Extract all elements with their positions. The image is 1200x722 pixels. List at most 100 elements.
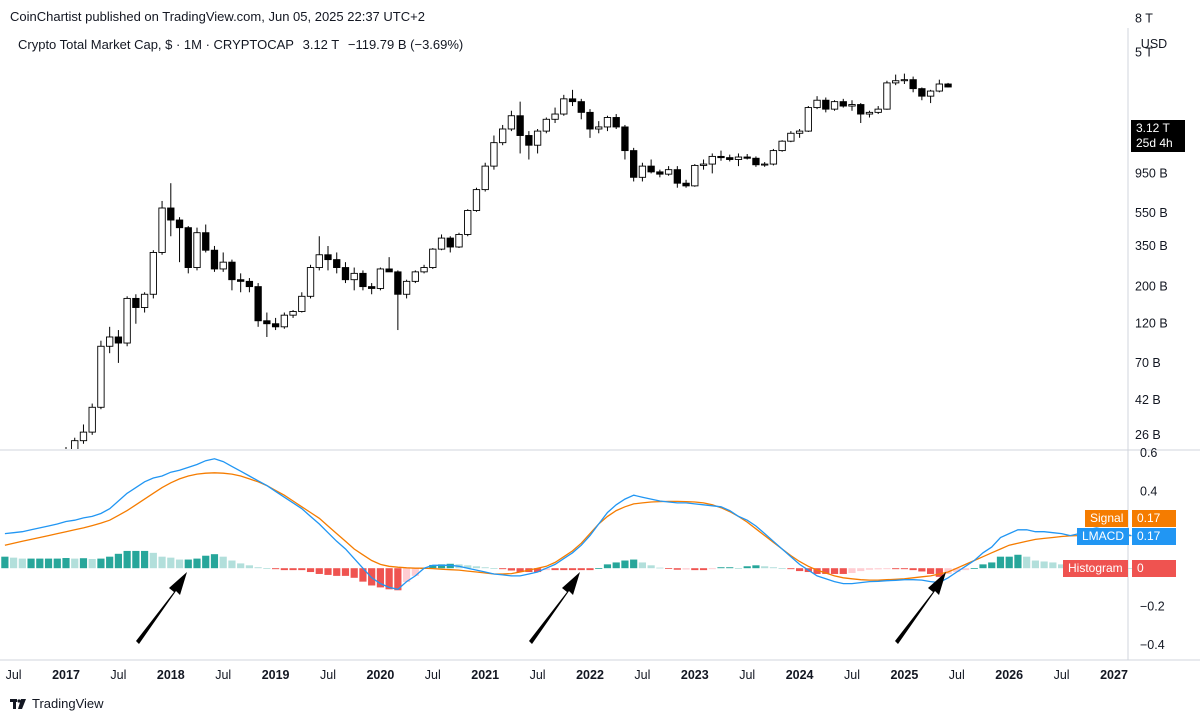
year-label: 2021 xyxy=(471,668,499,682)
candle xyxy=(376,267,385,291)
candle xyxy=(926,89,935,104)
candle xyxy=(71,437,79,449)
candle-body xyxy=(219,261,227,270)
histogram-bar xyxy=(970,568,978,569)
year-label: 2023 xyxy=(681,668,709,682)
histogram-bar xyxy=(411,568,419,576)
candle-body xyxy=(935,83,943,92)
candle xyxy=(909,76,917,93)
candle xyxy=(254,283,262,327)
candle xyxy=(673,166,681,188)
candlestick-series[interactable] xyxy=(54,73,952,491)
macd-axis[interactable]: 0.6 0.4 −0.2 −0.4 xyxy=(1140,446,1165,652)
histogram-bar xyxy=(499,568,507,570)
candle-body xyxy=(560,98,568,115)
candle-body xyxy=(691,164,699,187)
histogram-bar xyxy=(53,558,61,569)
histogram-bar xyxy=(1127,568,1136,569)
candle xyxy=(472,187,481,212)
month-label: Jul xyxy=(739,668,755,682)
histogram-bar xyxy=(263,568,271,569)
candle-body xyxy=(630,150,638,178)
histogram-bar xyxy=(359,568,367,582)
signal-name-tag[interactable]: Signal xyxy=(1085,510,1129,527)
candle-body xyxy=(909,79,917,90)
histogram-bar xyxy=(857,568,865,572)
candle-body xyxy=(149,252,157,295)
histogram-bar xyxy=(1031,560,1039,569)
histogram-bar xyxy=(638,562,646,569)
candle-body xyxy=(464,210,472,235)
histogram-bar xyxy=(27,558,35,569)
candle xyxy=(132,294,140,324)
candle-body xyxy=(778,140,786,152)
candle xyxy=(787,131,795,143)
histogram-bar xyxy=(193,558,201,569)
arrow-2025 xyxy=(895,572,946,644)
histogram-bar xyxy=(333,568,341,576)
histogram-bar xyxy=(918,568,926,572)
histogram-bar xyxy=(507,568,515,571)
currency-label[interactable]: USD xyxy=(1141,37,1167,51)
candle xyxy=(621,124,629,160)
candle xyxy=(865,110,874,118)
candle-body xyxy=(743,156,751,159)
histogram-name-tag[interactable]: Histogram xyxy=(1063,560,1128,577)
histogram-bar xyxy=(647,565,655,569)
candle xyxy=(420,264,428,274)
candle xyxy=(682,179,690,188)
candle xyxy=(918,87,926,101)
candle xyxy=(883,80,891,110)
candle-body xyxy=(533,130,542,146)
price-tick-label: 200 B xyxy=(1135,280,1168,294)
last-price-tag[interactable]: 3.12 T 25d 4h xyxy=(1131,120,1185,152)
candle-body xyxy=(254,286,262,322)
annotation-arrows xyxy=(136,572,946,644)
histogram-bar xyxy=(429,564,437,569)
histogram-bar xyxy=(324,568,332,575)
tradingview-brand[interactable]: TradingView xyxy=(10,696,104,711)
histogram-bar xyxy=(376,568,384,588)
candle xyxy=(638,162,647,182)
year-label: 2018 xyxy=(157,668,185,682)
candle xyxy=(455,232,463,249)
candle xyxy=(210,245,219,272)
candle xyxy=(804,106,812,132)
candle xyxy=(289,309,297,318)
candle xyxy=(271,317,280,331)
candle xyxy=(79,424,88,444)
histogram-bar xyxy=(603,564,612,569)
candle xyxy=(298,292,306,313)
candle-body xyxy=(175,219,184,229)
time-axis[interactable]: Jul 2017 Jul 2018 Jul 2019 Jul 2020 Jul 2021 Jul 20… xyxy=(6,668,1128,682)
histogram-bar xyxy=(306,568,315,573)
candle-body xyxy=(184,227,192,268)
lmacd-name-tag[interactable]: LMACD xyxy=(1077,528,1130,545)
histogram-bar xyxy=(437,564,446,569)
tradingview-logo-icon xyxy=(10,698,26,709)
histogram-bar xyxy=(682,568,690,570)
candle xyxy=(490,135,498,170)
histogram-bar xyxy=(237,563,245,569)
symbol-description[interactable]: Crypto Total Market Cap, $ · 1M · CRYPTO… xyxy=(18,37,294,52)
candle-body xyxy=(577,101,585,113)
histogram-bar xyxy=(927,568,935,574)
month-label: Jul xyxy=(6,668,22,682)
candle xyxy=(184,226,192,274)
candle xyxy=(533,128,542,154)
candle xyxy=(874,106,882,115)
candle xyxy=(359,270,367,291)
candle-body xyxy=(673,169,681,184)
candle-body xyxy=(280,314,288,328)
histogram-bar xyxy=(595,568,603,569)
candle xyxy=(516,101,524,154)
candle xyxy=(778,140,786,152)
histogram-bar xyxy=(272,568,280,570)
candle xyxy=(193,227,201,271)
candle xyxy=(464,209,472,237)
candle-body xyxy=(848,104,856,107)
histogram-bar xyxy=(280,568,288,571)
candle-body xyxy=(603,117,612,128)
